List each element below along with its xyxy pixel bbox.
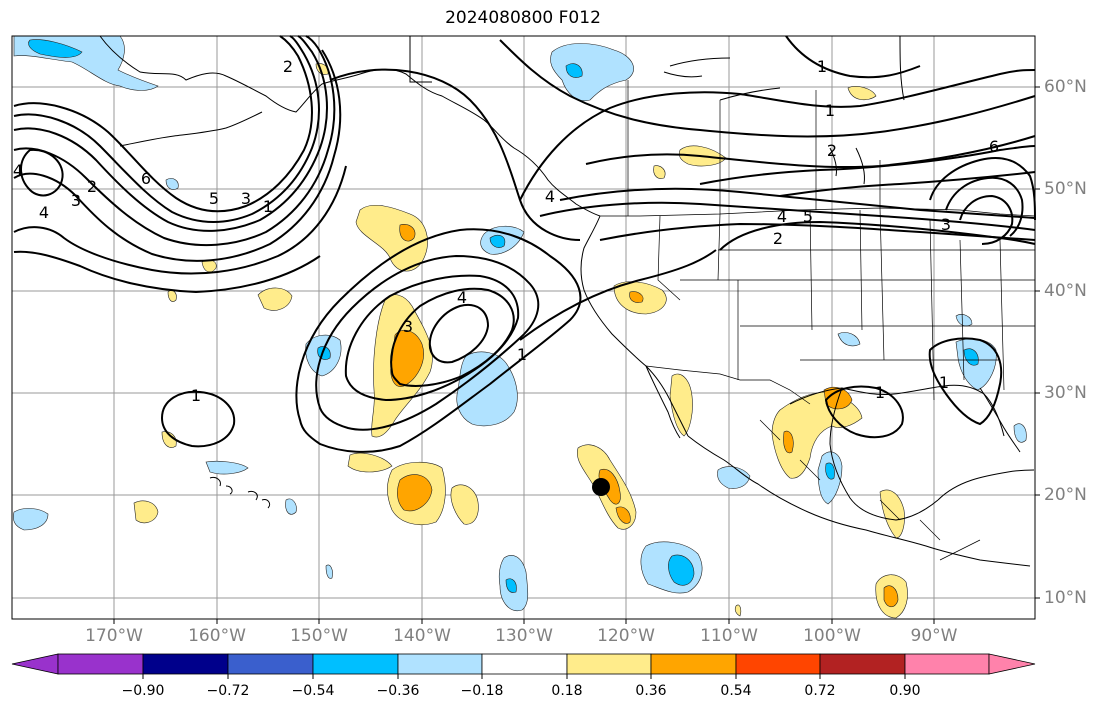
- lat-label-50n: 50°N: [1044, 179, 1087, 199]
- lon-label-140w: 140°W: [393, 626, 451, 646]
- contour-label: 6: [141, 169, 151, 188]
- anomaly-contours: [13, 35, 1036, 453]
- contour-label: 5: [209, 189, 219, 208]
- contour-label: 4: [457, 288, 467, 307]
- contour-label: 2: [827, 141, 837, 160]
- contour-label: 2: [87, 177, 97, 196]
- contour-label: 1: [939, 373, 949, 392]
- colorbar-tick-label: 0.72: [804, 683, 836, 699]
- lon-label-170w: 170°W: [85, 626, 143, 646]
- contour-label: 1: [517, 345, 527, 364]
- colorbar-tick-label: −0.54: [291, 683, 335, 699]
- colorbar-segment: [312, 653, 399, 675]
- colorbar-ticks: [142, 674, 906, 679]
- colorbar-tick-label: 0.36: [635, 683, 667, 699]
- tick-marks: [113, 86, 1040, 624]
- lon-label-160w: 160°W: [188, 626, 246, 646]
- colorbar-segment: [566, 653, 652, 675]
- colorbar: [11, 653, 1036, 675]
- colorbar-segment: [904, 653, 990, 675]
- contour-label-group: 1 4 3 1 2 3 4 4 6 5 3 1 2 4 2 4 5 1 1 2 …: [13, 57, 999, 405]
- colorbar-segment: [142, 653, 229, 675]
- lat-label-40n: 40°N: [1044, 281, 1087, 301]
- lat-label-20n: 20°N: [1044, 485, 1087, 505]
- colorbar-segment: [397, 653, 483, 675]
- lon-label-150w: 150°W: [290, 626, 348, 646]
- contour-label: 4: [39, 203, 49, 222]
- colorbar-segment: [227, 653, 314, 675]
- contour-label: 2: [773, 229, 783, 248]
- colorbar-tick-label: −0.90: [121, 683, 165, 699]
- political-borders: [600, 80, 1036, 561]
- contour-label: 1: [875, 383, 885, 402]
- lon-label-100w: 100°W: [803, 626, 861, 646]
- contour-label: 1: [263, 197, 273, 216]
- colorbar-tick-label: −0.36: [376, 683, 420, 699]
- map-title: 2024080800 F012: [445, 8, 601, 28]
- contour-label: 5: [803, 207, 813, 226]
- colorbar-segment: [819, 653, 906, 675]
- lon-label-110w: 110°W: [700, 626, 758, 646]
- contour-label: 1: [825, 101, 835, 120]
- lat-label-30n: 30°N: [1044, 383, 1087, 403]
- colorbar-tick-label: 0.18: [551, 683, 583, 699]
- contour-label: 2: [283, 57, 293, 76]
- colorbar-tick-label: −0.18: [460, 683, 504, 699]
- contour-label: 6: [989, 137, 999, 156]
- lat-label-60n: 60°N: [1044, 77, 1087, 97]
- negative-anomaly-shading: [13, 35, 1027, 612]
- colorbar-segment: [481, 653, 568, 675]
- contour-label: 1: [817, 57, 827, 76]
- lon-label-120w: 120°W: [597, 626, 655, 646]
- lon-label-90w: 90°W: [910, 626, 958, 646]
- colorbar-segment: [57, 653, 144, 675]
- colorbar-segment: [735, 653, 821, 675]
- colorbar-max-extend: [988, 653, 1036, 675]
- lat-label-10n: 10°N: [1044, 588, 1087, 608]
- contour-label: 1: [191, 386, 201, 405]
- contour-label: 3: [71, 191, 81, 210]
- coastlines: [99, 35, 1035, 567]
- colorbar-tick-label: 0.54: [720, 683, 752, 699]
- colorbar-tick-label: −0.72: [206, 683, 250, 699]
- contour-label: 3: [241, 189, 251, 208]
- storm-center-marker: [592, 478, 610, 496]
- colorbar-min-extend: [11, 653, 59, 675]
- colorbar-tick-label: 0.90: [889, 683, 921, 699]
- lon-label-130w: 130°W: [495, 626, 553, 646]
- colorbar-segment: [650, 653, 737, 675]
- contour-label: 4: [777, 207, 787, 226]
- contour-label: 4: [545, 187, 555, 206]
- contour-label: 3: [403, 317, 413, 336]
- contour-label: 3: [941, 215, 951, 234]
- contour-label: 4: [13, 161, 23, 180]
